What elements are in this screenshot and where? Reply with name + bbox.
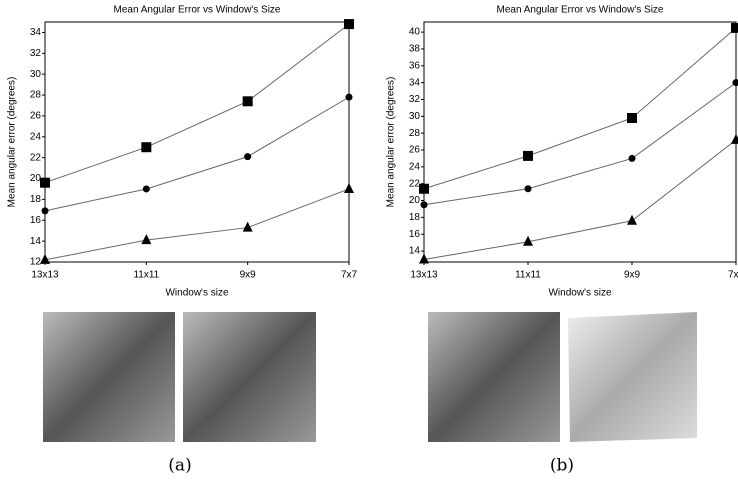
y-tick-label: 18: [30, 194, 42, 205]
photo: [568, 312, 697, 442]
series-line: [423, 139, 737, 260]
marker: [242, 96, 253, 107]
y-tick-label: 16: [409, 229, 421, 240]
y-tick-label: 30: [30, 69, 42, 80]
chart-title: Mean Angular Error vs Window's Size: [497, 5, 664, 16]
x-axis-label: Window's size: [548, 288, 611, 299]
y-tick-label: 30: [409, 111, 421, 122]
x-tick-label: 11x11: [515, 270, 541, 281]
y-tick-label: 26: [409, 145, 421, 156]
marker: [732, 79, 738, 87]
y-tick-label: 20: [30, 173, 42, 184]
marker: [40, 253, 50, 264]
marker: [523, 235, 533, 246]
series-line: [423, 82, 737, 206]
marker: [628, 154, 636, 162]
photo: [43, 312, 175, 442]
y-tick-label: 16: [30, 215, 42, 226]
y-tick-label: 34: [409, 77, 421, 88]
y-tick-label: 34: [30, 27, 42, 38]
photo: [183, 312, 316, 442]
x-tick-label: 13x13: [31, 270, 59, 281]
y-tick-label: 28: [409, 128, 421, 139]
x-tick-label: 9x9: [240, 270, 257, 281]
plot-area: [423, 21, 737, 263]
marker: [344, 19, 354, 30]
marker: [731, 22, 738, 33]
marker: [627, 214, 637, 225]
series-line: [44, 23, 350, 184]
y-tick-label: 40: [409, 27, 421, 38]
x-tick-label: 9x9: [624, 270, 641, 281]
y-tick-label: 14: [409, 246, 421, 257]
y-tick-label: 24: [30, 131, 42, 142]
y-tick-label: 20: [409, 195, 421, 206]
x-tick-label: 7x7: [728, 270, 738, 281]
marker: [419, 183, 429, 194]
y-tick-label: 22: [409, 178, 421, 189]
y-axis-label: Mean angular error (degrees): [7, 77, 18, 208]
x-tick-label: 11x11: [133, 270, 159, 281]
series-line: [423, 27, 737, 190]
x-tick-label: 7x7: [341, 270, 358, 281]
y-tick-label: 14: [30, 236, 42, 247]
marker: [41, 207, 49, 215]
y-tick-label: 26: [30, 111, 42, 122]
y-tick-label: 28: [30, 90, 42, 101]
chart-title: Mean Angular Error vs Window's Size: [114, 5, 281, 16]
marker: [242, 221, 253, 232]
caption: (b): [550, 456, 574, 476]
marker: [244, 153, 252, 161]
series-line: [44, 188, 350, 261]
x-axis-label: Window's size: [165, 288, 228, 299]
photo: [428, 312, 560, 442]
marker: [627, 113, 637, 123]
y-tick-label: 18: [409, 212, 421, 223]
marker: [523, 150, 533, 161]
y-tick-label: 32: [30, 48, 42, 59]
marker: [731, 133, 738, 144]
x-tick-label: 13x13: [410, 270, 438, 281]
y-tick-label: 24: [409, 161, 421, 172]
marker: [420, 201, 428, 209]
marker: [345, 93, 353, 101]
y-tick-label: 12: [30, 257, 42, 268]
y-axis-label: Mean angular error (degrees): [386, 77, 397, 208]
marker: [524, 185, 532, 193]
marker: [141, 234, 152, 245]
series-line: [44, 96, 350, 212]
marker: [344, 182, 354, 193]
y-tick-label: 32: [409, 94, 421, 105]
y-tick-label: 38: [409, 44, 421, 55]
marker: [40, 177, 50, 188]
y-tick-label: 22: [30, 152, 42, 163]
marker: [142, 185, 150, 193]
marker: [419, 253, 429, 264]
caption: (a): [168, 456, 191, 476]
marker: [141, 142, 152, 153]
y-tick-label: 36: [409, 60, 421, 71]
plot-area: [44, 21, 350, 263]
